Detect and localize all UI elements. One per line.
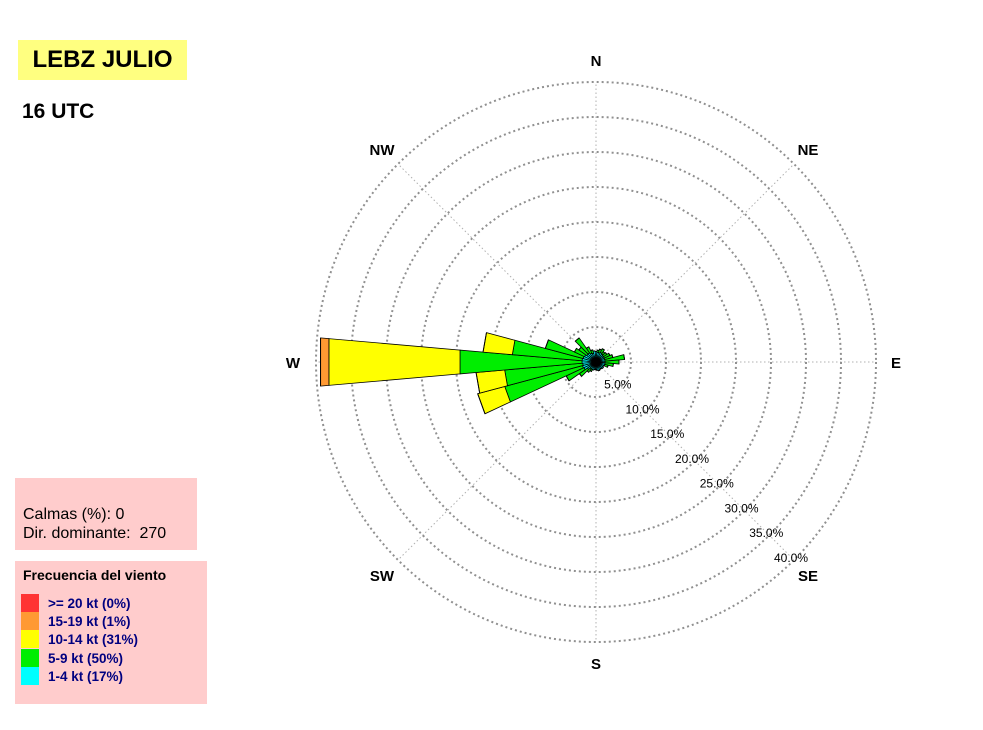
direction-label-nw: NW [370,142,396,159]
grid-spoke [397,361,597,561]
dominant-direction-text: Dir. dominante: 270 [23,525,167,542]
legend: Frecuencia del viento >= 20 kt (0%) 15-1… [15,561,207,704]
radial-label: 40.0% [774,551,808,565]
grid-ring [315,81,877,643]
legend-swatch [21,667,39,685]
rose-wedge-outline [623,354,626,360]
legend-label: >= 20 kt (0%) [48,595,131,611]
legend-title: Frecuencia del viento [23,567,167,583]
rose-wedge-outline [606,365,609,368]
direction-label-se: SE [798,568,818,585]
legend-label: 5-9 kt (50%) [48,650,124,666]
rose-wedge [477,385,511,415]
grid-spoke [595,163,795,363]
rose-wedge-outline [578,373,583,377]
radial-label: 15.0% [650,427,684,441]
grid-ring [455,221,737,503]
direction-label-w: W [286,355,301,372]
grid-spoke [595,361,795,561]
legend-swatch [21,612,39,630]
legend-label: 15-19 kt (1%) [48,613,131,629]
grid-ring [490,256,702,468]
grid-ring [350,116,842,608]
rose-wedge-outline [601,348,605,351]
calms-info-box: Calmas (%): 0 Dir. dominante: 270 [15,478,197,550]
direction-label-n: N [591,53,602,70]
rose-wedge [328,338,461,386]
radial-label: 30.0% [724,501,758,515]
rose-wedge-outline [482,332,487,353]
calms-text: Calmas (%): 0 [23,506,125,523]
radial-label: 5.0% [604,378,632,392]
rose-wedge-outline [544,339,549,349]
rose-wedge-outline [565,375,570,382]
legend-label: 10-14 kt (31%) [48,631,139,647]
rose-wedge-outline [586,346,590,349]
rose-wedge-outline [611,354,614,358]
grid-ring [525,291,667,433]
direction-label-sw: SW [370,568,395,585]
legend-item-20kt: >= 20 kt (0%) [21,594,131,612]
rose-wedge-outline [598,369,601,372]
rose-wedge-outline [573,348,577,353]
grid-ring [385,151,807,573]
radial-label: 35.0% [749,526,783,540]
rose-wedge-outline [578,346,582,351]
chart-title: LEBZ JULIO [32,46,173,73]
rose-wedge-outline [590,349,593,352]
legend-item-10-14kt: 10-14 kt (31%) [21,630,138,648]
legend-item-15-19kt: 15-19 kt (1%) [21,612,131,630]
rose-wedge [482,332,516,356]
rose-wedge [585,346,593,355]
rose-wedge [574,337,591,355]
rose-wedge [604,354,626,362]
legend-swatch [21,630,39,648]
rose-wedge-outline [608,352,611,356]
chart-subtitle: 16 UTC [22,100,95,123]
legend-item-1-4kt: 1-4 kt (17%) [21,667,123,685]
rose-wedge-outline [602,366,604,369]
grid-ring [420,186,772,538]
rose-wedge-outline [612,363,614,367]
legend-swatch [21,649,39,667]
rose-wedge-outline [475,372,481,394]
direction-label-ne: NE [798,142,819,159]
grid-ring [560,326,632,398]
rose-wedge-outline [574,337,580,342]
legend-swatch [21,594,39,612]
legend-label: 1-4 kt (17%) [48,668,124,684]
legend-item-5-9kt: 5-9 kt (50%) [21,649,123,667]
radial-label: 25.0% [700,477,734,491]
rose-wedge-outline [477,393,486,414]
grid-spoke [397,163,597,363]
direction-label-s: S [591,656,601,673]
radial-label: 10.0% [625,402,659,416]
rose-wedge [320,337,330,387]
radial-label: 20.0% [675,452,709,466]
direction-label-e: E [891,355,901,372]
title-box: LEBZ JULIO [18,40,187,80]
